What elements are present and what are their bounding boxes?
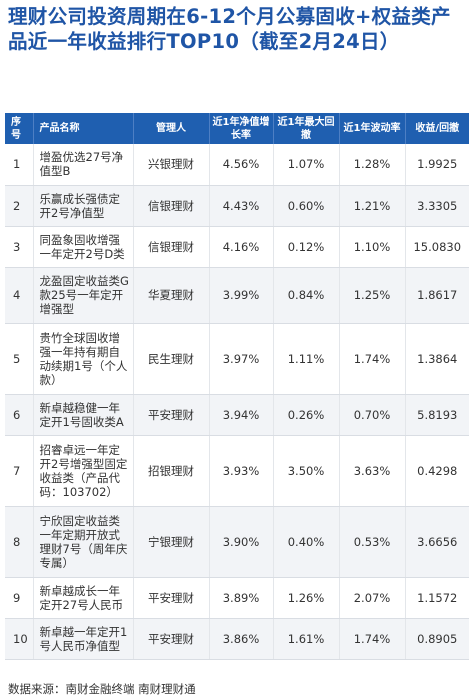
header-ratio: 收益/回撤	[405, 113, 469, 144]
table-row: 9 新卓越成长一年定开27号人民币 平安理财 3.89% 1.26% 2.07%…	[5, 577, 469, 619]
row-manager: 华夏理财	[133, 267, 210, 324]
row-volatility: 0.53%	[339, 506, 406, 578]
row-product-name: 增盈优选27号净值型B	[33, 144, 134, 186]
row-growth: 3.86%	[209, 618, 274, 660]
table-row: 1 增盈优选27号净值型B 兴银理财 4.56% 1.07% 1.28% 1.9…	[5, 144, 469, 186]
table-row: 8 宁欣固定收益类一年定期开放式理财7号（周年庆专属） 宁银理财 3.90% 0…	[5, 506, 469, 578]
row-product-name: 同盈象固收增强一年定开2号D类	[33, 226, 134, 268]
row-growth: 3.93%	[209, 435, 274, 507]
row-volatility: 1.25%	[339, 267, 406, 324]
row-volatility: 1.74%	[339, 323, 406, 395]
row-drawdown: 3.50%	[273, 435, 340, 507]
row-ratio: 1.3864	[405, 323, 469, 395]
page-title: 理财公司投资周期在6-12个月公募固收+权益类产品近一年收益排行TOP10（截至…	[8, 5, 451, 53]
row-product-name: 龙盈固定收益类G款25号一年定开增强型	[33, 267, 134, 324]
table-row: 3 同盈象固收增强一年定开2号D类 信银理财 4.16% 0.12% 1.10%…	[5, 226, 469, 268]
row-growth: 4.56%	[209, 144, 274, 186]
row-drawdown: 1.26%	[273, 577, 340, 619]
row-index: 4	[5, 267, 34, 324]
row-product-name: 新卓越稳健一年定开1号固收类A	[33, 394, 134, 436]
table-row: 7 招睿卓远一年定开2号增强型固定收益类（产品代码：103702） 招银理财 3…	[5, 435, 469, 507]
table-row: 4 龙盈固定收益类G款25号一年定开增强型 华夏理财 3.99% 0.84% 1…	[5, 267, 469, 324]
row-manager: 平安理财	[133, 618, 210, 660]
table-row: 2 乐赢成长强债定开2号净值型 信银理财 4.43% 0.60% 1.21% 3…	[5, 185, 469, 227]
row-volatility: 1.74%	[339, 618, 406, 660]
row-growth: 3.89%	[209, 577, 274, 619]
row-drawdown: 0.12%	[273, 226, 340, 268]
row-manager: 招银理财	[133, 435, 210, 507]
row-growth: 3.97%	[209, 323, 274, 395]
row-manager: 兴银理财	[133, 144, 210, 186]
row-index: 2	[5, 185, 34, 227]
row-index: 10	[5, 618, 34, 660]
row-ratio: 15.0830	[405, 226, 469, 268]
row-volatility: 2.07%	[339, 577, 406, 619]
row-product-name: 贵竹全球固收增强一年持有期自动续期1号（个人款）	[33, 323, 134, 395]
data-source-note: 数据来源：南财金融终端 南财理财通	[8, 682, 196, 696]
header-index: 序号	[5, 113, 34, 144]
row-drawdown: 1.11%	[273, 323, 340, 395]
row-index: 5	[5, 323, 34, 395]
row-product-name: 新卓越成长一年定开27号人民币	[33, 577, 134, 619]
row-ratio: 1.1572	[405, 577, 469, 619]
row-index: 8	[5, 506, 34, 578]
row-drawdown: 1.07%	[273, 144, 340, 186]
row-drawdown: 0.26%	[273, 394, 340, 436]
row-volatility: 1.28%	[339, 144, 406, 186]
table-row: 5 贵竹全球固收增强一年持有期自动续期1号（个人款） 民生理财 3.97% 1.…	[5, 323, 469, 395]
row-drawdown: 0.84%	[273, 267, 340, 324]
header-manager: 管理人	[133, 113, 210, 144]
row-ratio: 3.3305	[405, 185, 469, 227]
table-header-row: 序号 产品名称 管理人 近1年净值增长率 近1年最大回撤 近1年波动率 收益/回…	[5, 113, 469, 144]
row-manager: 民生理财	[133, 323, 210, 395]
row-product-name: 宁欣固定收益类一年定期开放式理财7号（周年庆专属）	[33, 506, 134, 578]
row-drawdown: 0.60%	[273, 185, 340, 227]
row-drawdown: 1.61%	[273, 618, 340, 660]
row-ratio: 1.9925	[405, 144, 469, 186]
row-growth: 3.99%	[209, 267, 274, 324]
row-product-name: 招睿卓远一年定开2号增强型固定收益类（产品代码：103702）	[33, 435, 134, 507]
row-manager: 平安理财	[133, 577, 210, 619]
row-index: 1	[5, 144, 34, 186]
row-product-name: 新卓越一年定开1号人民币净值型	[33, 618, 134, 660]
row-manager: 宁银理财	[133, 506, 210, 578]
row-volatility: 1.10%	[339, 226, 406, 268]
ranking-table: 序号 产品名称 管理人 近1年净值增长率 近1年最大回撤 近1年波动率 收益/回…	[5, 113, 469, 660]
row-index: 3	[5, 226, 34, 268]
row-manager: 信银理财	[133, 185, 210, 227]
row-manager: 信银理财	[133, 226, 210, 268]
row-growth: 4.43%	[209, 185, 274, 227]
row-volatility: 1.21%	[339, 185, 406, 227]
header-drawdown: 近1年最大回撤	[273, 113, 340, 144]
row-product-name: 乐赢成长强债定开2号净值型	[33, 185, 134, 227]
row-growth: 4.16%	[209, 226, 274, 268]
row-manager: 平安理财	[133, 394, 210, 436]
header-volatility: 近1年波动率	[339, 113, 406, 144]
row-ratio: 1.8617	[405, 267, 469, 324]
row-growth: 3.94%	[209, 394, 274, 436]
row-volatility: 3.63%	[339, 435, 406, 507]
row-index: 9	[5, 577, 34, 619]
header-product-name: 产品名称	[33, 113, 134, 144]
row-drawdown: 0.40%	[273, 506, 340, 578]
row-ratio: 3.6656	[405, 506, 469, 578]
row-growth: 3.90%	[209, 506, 274, 578]
table-row: 6 新卓越稳健一年定开1号固收类A 平安理财 3.94% 0.26% 0.70%…	[5, 394, 469, 436]
row-index: 6	[5, 394, 34, 436]
row-index: 7	[5, 435, 34, 507]
header-growth: 近1年净值增长率	[209, 113, 274, 144]
table-row: 10 新卓越一年定开1号人民币净值型 平安理财 3.86% 1.61% 1.74…	[5, 618, 469, 660]
row-ratio: 0.8905	[405, 618, 469, 660]
row-volatility: 0.70%	[339, 394, 406, 436]
row-ratio: 0.4298	[405, 435, 469, 507]
row-ratio: 5.8193	[405, 394, 469, 436]
